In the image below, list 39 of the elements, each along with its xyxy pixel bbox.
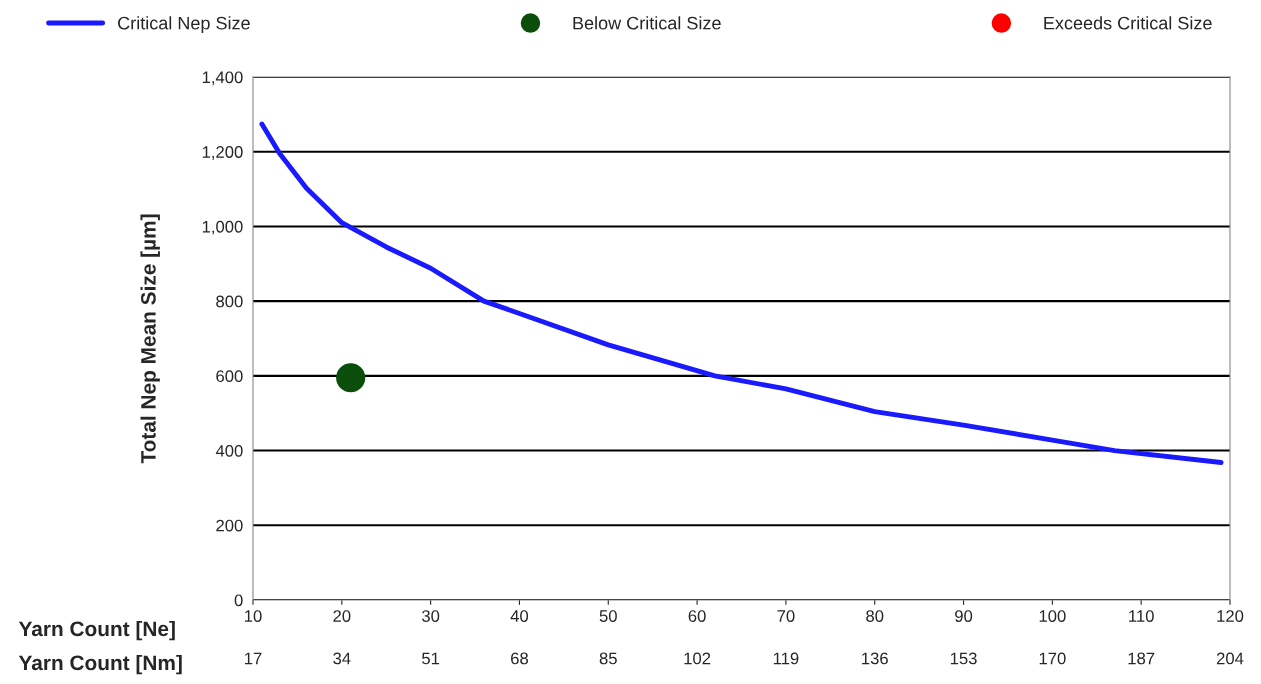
y-tick-label: 1,200 <box>202 146 243 160</box>
x-tick-label: 110 <box>1129 610 1154 622</box>
x2-axis-title: Yarn Count [Nm] <box>18 654 182 675</box>
x2-tick-label: 153 <box>950 652 977 665</box>
x-tick-label: 40 <box>510 610 529 622</box>
legend-label: Below Critical Size <box>573 16 721 30</box>
x2-tick-label: 187 <box>1128 652 1155 665</box>
x-tick-label: 90 <box>955 610 973 622</box>
x-axis-title: Yarn Count [Ne] <box>18 620 175 641</box>
x2-tick-label: 34 <box>333 652 351 665</box>
x2-tick-label: 102 <box>684 652 711 665</box>
y-tick-label: 0 <box>234 594 243 607</box>
x-tick-label: 60 <box>688 610 706 622</box>
x2-tick-label: 170 <box>1039 652 1066 665</box>
x-tick-label: 80 <box>866 610 884 622</box>
x2-tick-label: 51 <box>422 652 440 665</box>
legend-label: Exceeds Critical Size <box>1044 16 1212 30</box>
x-tick-label: 100 <box>1039 610 1066 622</box>
x2-tick-label: 17 <box>245 652 262 665</box>
legend-label: Critical Nep Size <box>118 16 250 34</box>
x2-tick-label: 85 <box>599 652 617 665</box>
x-tick-label: 120 <box>1217 610 1244 622</box>
y-tick-label: 400 <box>215 444 243 457</box>
x2-tick-label: 204 <box>1216 652 1244 665</box>
x-tick-label: 50 <box>599 610 617 622</box>
y-tick-label: 600 <box>216 370 243 383</box>
x2-tick-label: 136 <box>862 652 888 665</box>
x-tick-label: 10 <box>245 610 262 622</box>
y-tick-label: 800 <box>216 295 243 308</box>
x-tick-label: 70 <box>777 610 795 622</box>
x2-tick-label: 119 <box>773 652 799 665</box>
y-axis-title: Total Nep Mean Size [µm] <box>140 214 160 464</box>
x-tick-label: 30 <box>422 610 440 622</box>
y-tick-label: 1,400 <box>202 71 243 86</box>
y-tick-label: 200 <box>216 519 243 532</box>
x-tick-label: 20 <box>333 610 351 622</box>
y-tick-label: 1,000 <box>202 220 243 235</box>
line-series <box>259 121 1224 465</box>
x2-tick-label: 68 <box>511 652 528 665</box>
